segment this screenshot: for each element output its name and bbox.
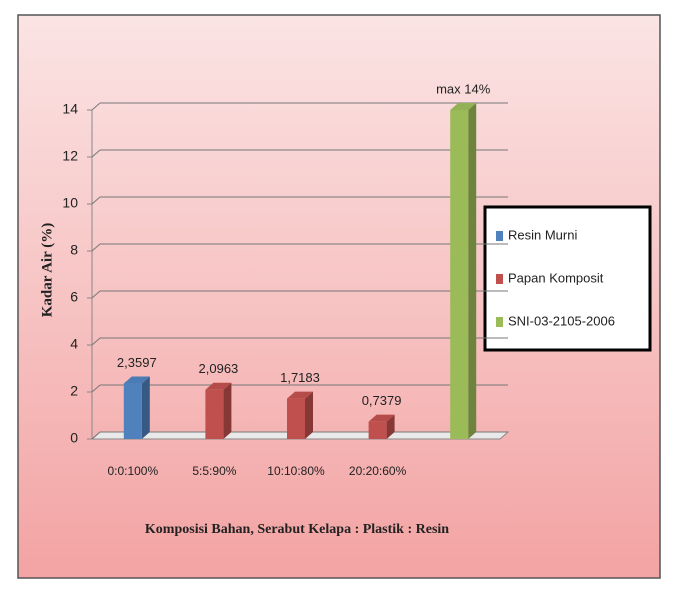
data-label: max 14% <box>436 81 491 96</box>
bar <box>287 398 305 439</box>
y-tick-label: 14 <box>62 101 78 117</box>
grid-line <box>91 290 101 299</box>
legend-swatch <box>496 231 503 241</box>
legend-swatch <box>496 317 503 327</box>
bar <box>368 421 387 439</box>
data-label: 2,3597 <box>117 355 157 370</box>
bar <box>450 110 469 439</box>
x-tick-label: 5:5:90% <box>192 464 236 478</box>
x-tick-label: 0:0:100% <box>107 464 158 478</box>
legend-label: Resin Murni <box>508 227 577 242</box>
legend-swatch <box>496 274 503 284</box>
legend-label: Papan Komposit <box>508 270 604 285</box>
bar-side <box>305 391 313 439</box>
legend-label: SNI-03-2105-2006 <box>508 313 615 328</box>
y-tick-label: 2 <box>70 383 78 399</box>
bar-top <box>368 414 395 422</box>
bar-top <box>450 103 477 110</box>
x-axis-title: Komposisi Bahan, Serabut Kelapa : Plasti… <box>145 522 449 537</box>
grid-line <box>91 243 101 252</box>
data-label: 1,7183 <box>280 370 320 385</box>
bar-side <box>386 414 395 439</box>
legend-box <box>483 205 652 352</box>
bar <box>123 383 142 439</box>
y-tick-label: 12 <box>62 148 78 164</box>
grid-line <box>91 149 101 158</box>
bar-top <box>205 382 232 390</box>
grid-line <box>91 196 101 205</box>
bar-top <box>123 376 150 384</box>
bar-side <box>468 103 477 439</box>
x-tick-label: 20:20:60% <box>349 464 407 478</box>
data-label: 2,0963 <box>199 361 239 376</box>
bar-side <box>223 382 232 439</box>
bar-side <box>141 376 150 439</box>
grid-line <box>91 102 101 111</box>
bar-top <box>287 391 313 399</box>
y-tick-label: 4 <box>70 336 78 352</box>
data-label: 0,7379 <box>362 393 402 408</box>
bar <box>205 389 224 439</box>
y-tick-label: 0 <box>70 430 78 446</box>
y-tick-label: 6 <box>70 289 78 305</box>
grid-line <box>91 384 101 393</box>
y-tick-label: 10 <box>62 195 78 211</box>
grid-line <box>91 431 101 440</box>
y-axis-title: Kadar Air (%) <box>39 223 55 317</box>
x-tick-label: 10:10:80% <box>267 464 325 478</box>
y-tick-label: 8 <box>70 242 78 258</box>
grid-line <box>91 337 101 346</box>
